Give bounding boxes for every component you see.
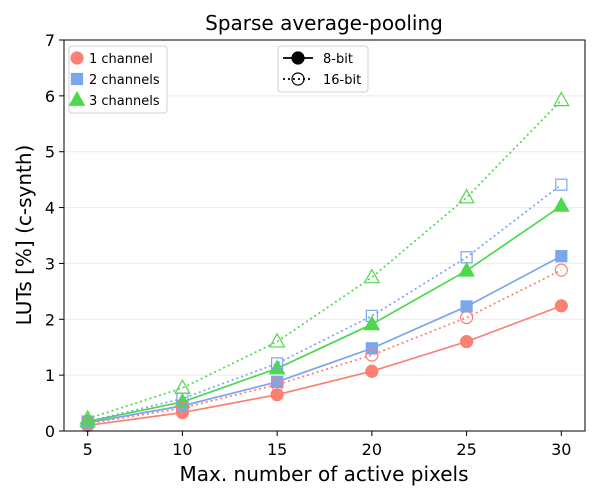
legend-channels-box (68, 45, 168, 114)
data-point-4-3 (365, 309, 378, 323)
data-point-3-4 (459, 311, 474, 325)
data-point-3-5 (554, 263, 568, 277)
data-point-2-2 (268, 359, 286, 375)
plot-frame (63, 39, 586, 432)
legend-channels-marker-1 (70, 72, 84, 86)
data-point-3-2 (270, 378, 284, 392)
axis-ticks: 5 10 15 20 25 30 0 1 2 3 4 5 6 7 (45, 31, 572, 459)
data-point-5-3 (363, 268, 381, 284)
y-tick-label-7: 7 (45, 31, 55, 50)
y-tick-label-1: 1 (45, 366, 55, 385)
data-point-4-5 (555, 178, 568, 191)
x-axis-label: Max. number of active pixels (179, 462, 468, 486)
data-point-3-3 (365, 348, 379, 362)
series-4 (81, 178, 568, 428)
legend-channels-label-0: 1 channel (89, 52, 153, 67)
y-tick-label-2: 2 (45, 310, 55, 329)
y-tick-label-0: 0 (45, 422, 55, 441)
y-tick-label-5: 5 (45, 143, 55, 162)
series-line-5 (87, 99, 562, 420)
series-line-1 (87, 255, 562, 424)
chart-title: Sparse average-pooling (205, 11, 443, 35)
x-tick-label-30: 30 (551, 440, 571, 459)
data-point-1-5 (555, 250, 568, 263)
data-point-1-2 (271, 375, 284, 388)
data-point-2-5 (552, 196, 570, 212)
legend-channels-label-1: 2 channels (89, 73, 160, 88)
data-point-5-1 (174, 378, 191, 394)
series-line-3 (87, 269, 562, 425)
data-point-5-5 (552, 91, 570, 107)
legend-channels-marker-0 (70, 51, 84, 65)
data-point-1-3 (365, 342, 378, 355)
data-point-3-1 (175, 401, 190, 415)
data-point-5-0 (79, 409, 97, 425)
data-point-4-2 (271, 357, 284, 370)
data-point-5-2 (268, 332, 286, 348)
series-5 (79, 91, 570, 425)
series-line-0 (87, 305, 562, 427)
data-point-5-4 (458, 188, 475, 204)
x-tick-label-20: 20 (362, 440, 382, 459)
data-point-0-2 (270, 388, 284, 402)
legend-precision-marker-1 (291, 72, 305, 86)
legend-precision-label-0: 8-bit (323, 52, 353, 67)
series-line-2 (87, 205, 562, 423)
legend-channels: 1 channel 2 channels 3 channels (68, 45, 168, 114)
data-point-4-4 (460, 251, 473, 264)
x-tick-label-15: 15 (267, 440, 287, 459)
data-point-1-4 (460, 300, 473, 313)
x-tick-label-5: 5 (83, 440, 93, 459)
series-layer (79, 91, 570, 433)
legend-precision-marker-0 (291, 51, 305, 65)
series-line-4 (87, 183, 562, 423)
data-point-2-3 (363, 315, 381, 331)
series-2 (79, 196, 570, 428)
data-point-2-4 (458, 261, 475, 277)
legend-precision: 8-bit 16-bit (277, 45, 369, 93)
y-tick-label-6: 6 (45, 87, 55, 106)
y-tick-label-3: 3 (45, 254, 55, 273)
x-tick-label-10: 10 (172, 440, 192, 459)
x-tick-label-25: 25 (456, 440, 476, 459)
y-tick-label-4: 4 (45, 199, 55, 218)
legend-precision-label-1: 16-bit (323, 73, 361, 88)
data-point-0-5 (554, 299, 568, 313)
legend-channels-marker-2 (68, 90, 86, 106)
data-point-0-3 (365, 364, 379, 378)
data-point-0-4 (459, 335, 474, 349)
legend-channels-label-2: 3 channels (89, 94, 160, 109)
y-axis-label: LUTs [%] (c-synth) (12, 145, 36, 326)
